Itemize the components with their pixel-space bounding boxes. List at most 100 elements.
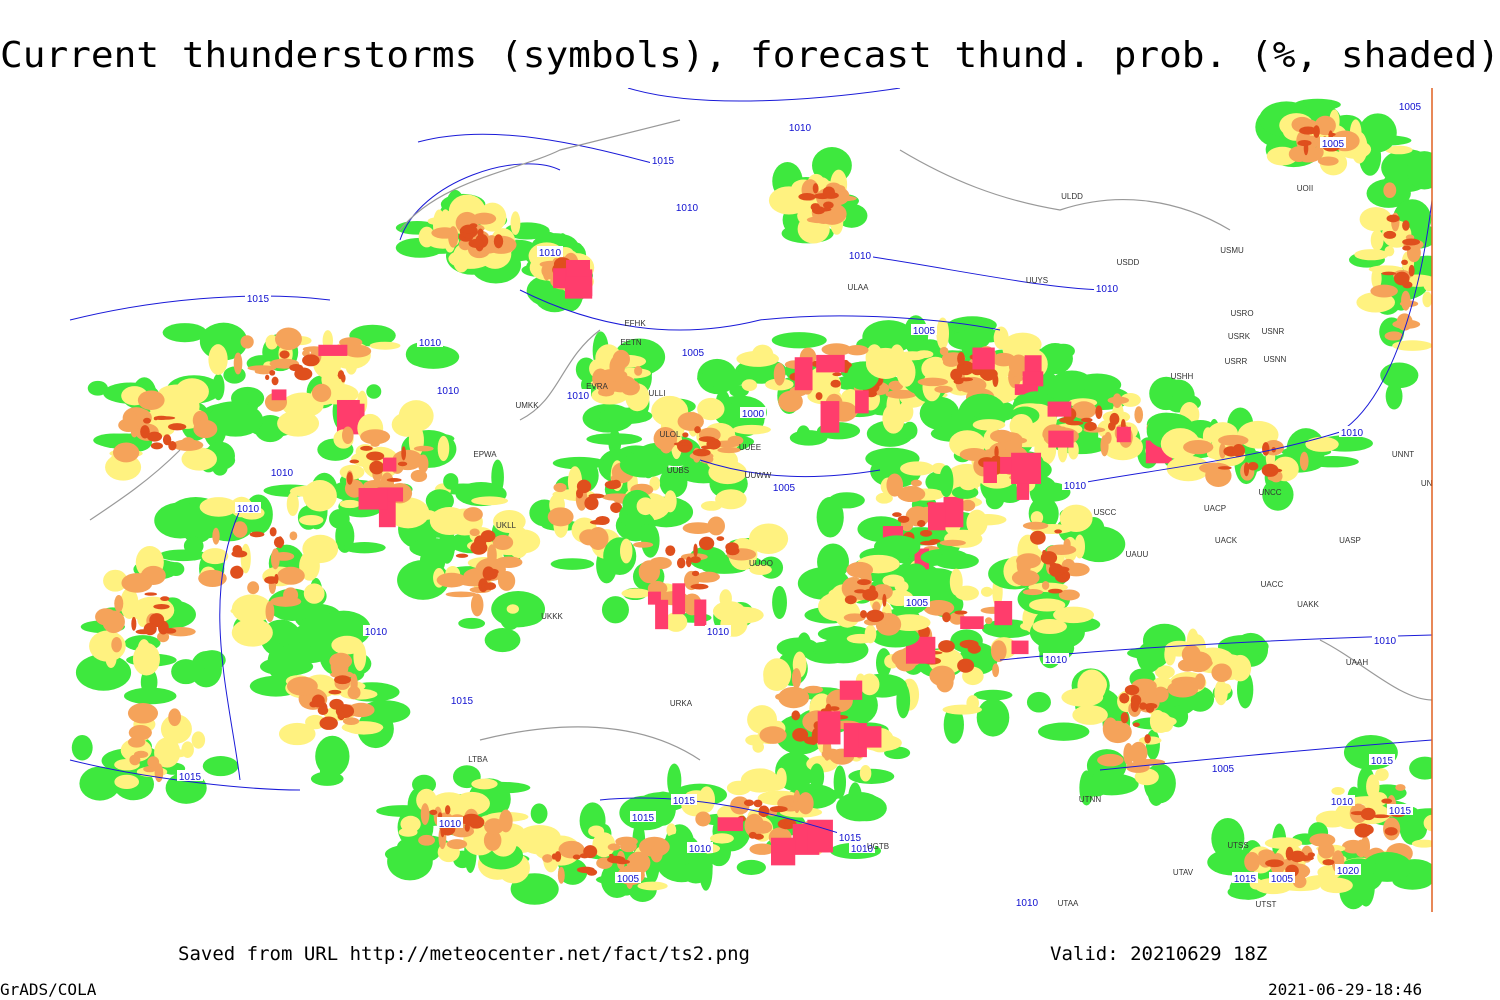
probability-shade	[682, 432, 689, 438]
probability-shade	[929, 665, 956, 687]
probability-shade	[626, 851, 651, 874]
probability-shade	[554, 851, 562, 862]
probability-shade	[813, 645, 868, 657]
isobar-label-bg	[1094, 282, 1120, 293]
probability-shade	[1033, 482, 1071, 502]
probability-shade	[289, 485, 327, 497]
probability-shade	[468, 238, 484, 248]
probability-shade	[846, 561, 874, 578]
probability-shade	[597, 407, 653, 425]
probability-shade	[828, 492, 865, 509]
probability-shade	[1059, 504, 1093, 533]
isobar-label: 1015	[632, 813, 655, 824]
thunderstorm-symbols	[858, 726, 882, 748]
probability-shade	[137, 390, 165, 410]
probability-shade	[1292, 875, 1307, 889]
station-label: UACK	[1215, 536, 1238, 545]
probability-shade	[1081, 527, 1108, 553]
probability-shade	[653, 427, 678, 451]
probability-shade	[1218, 434, 1249, 446]
probability-shade	[1314, 145, 1324, 159]
probability-shade	[494, 556, 523, 568]
isobar	[219, 509, 241, 781]
probability-shade	[471, 778, 498, 790]
isobar	[699, 459, 881, 478]
probability-shade	[398, 400, 434, 432]
title: Current thunderstorms (symbols), forecas…	[0, 35, 1500, 76]
probability-shade	[181, 447, 217, 471]
probability-shade	[1384, 245, 1395, 257]
probability-shade	[160, 596, 170, 601]
probability-shade	[461, 813, 481, 825]
station-label: UUYS	[1026, 276, 1048, 285]
probability-shade	[979, 367, 998, 381]
probability-shade	[460, 226, 478, 234]
probability-shade	[1341, 839, 1365, 854]
station-label: UTNN	[1079, 795, 1101, 804]
isobar-label: 1010	[689, 844, 712, 855]
station-label: USHH	[1171, 372, 1194, 381]
probability-shade	[592, 832, 616, 858]
probability-shade	[959, 639, 979, 649]
thunderstorm-symbols	[816, 354, 845, 373]
probability-shade	[726, 780, 752, 796]
probability-shade	[1053, 606, 1095, 624]
probability-shade	[1402, 238, 1421, 246]
probability-shade	[615, 859, 630, 865]
probability-shade	[547, 507, 574, 527]
probability-shade	[991, 352, 1016, 367]
probability-shade	[1247, 462, 1259, 471]
probability-shade	[349, 459, 360, 464]
probability-shade	[278, 722, 316, 746]
isobar-label-bg	[671, 794, 697, 805]
probability-shade	[919, 529, 933, 537]
probability-shade	[707, 516, 725, 536]
probability-shade	[610, 502, 623, 513]
probability-shade	[405, 342, 436, 367]
station-label: ULOL	[660, 430, 681, 439]
probability-shade	[470, 593, 484, 617]
probability-shade	[337, 710, 346, 721]
probability-shade	[444, 805, 451, 815]
coastline	[1319, 639, 1432, 701]
probability-shade	[812, 183, 819, 194]
probability-shade	[791, 710, 801, 721]
probability-shade	[484, 582, 497, 590]
probability-shade	[1422, 291, 1432, 308]
probability-shade	[833, 765, 847, 799]
probability-shade	[458, 617, 486, 629]
coastline	[89, 449, 181, 521]
probability-shade	[1358, 113, 1397, 153]
thunderstorm-symbols	[839, 680, 863, 700]
probability-shade	[464, 822, 470, 832]
probability-shade	[697, 397, 725, 421]
probability-shade	[775, 693, 789, 701]
isobar-label-bg	[1043, 653, 1069, 664]
probability-shade	[690, 583, 709, 590]
isobar-label-bg	[1335, 864, 1361, 875]
probability-shade	[1011, 569, 1040, 586]
probability-shade	[150, 442, 163, 450]
probability-shade	[420, 803, 430, 826]
probability-shade	[809, 763, 825, 790]
probability-shade	[1219, 443, 1226, 459]
probability-shade	[882, 574, 905, 587]
isobar-label-bg	[615, 872, 641, 883]
probability-shade	[247, 581, 260, 595]
probability-shade	[1244, 851, 1261, 872]
station-label: UACC	[1261, 580, 1284, 589]
probability-shade	[249, 531, 265, 538]
probability-shade	[676, 439, 693, 453]
isobar-label-bg	[1329, 795, 1355, 806]
probability-shade	[1317, 156, 1339, 166]
probability-shade	[587, 527, 609, 550]
probability-shade	[1380, 362, 1419, 389]
probability-shade	[1243, 462, 1250, 477]
probability-shade	[283, 587, 299, 603]
probability-shade	[398, 827, 418, 837]
probability-shade	[1395, 784, 1406, 791]
isobar-label-bg	[435, 384, 461, 395]
probability-shade	[437, 435, 450, 462]
isobar-label-bg	[680, 346, 706, 357]
